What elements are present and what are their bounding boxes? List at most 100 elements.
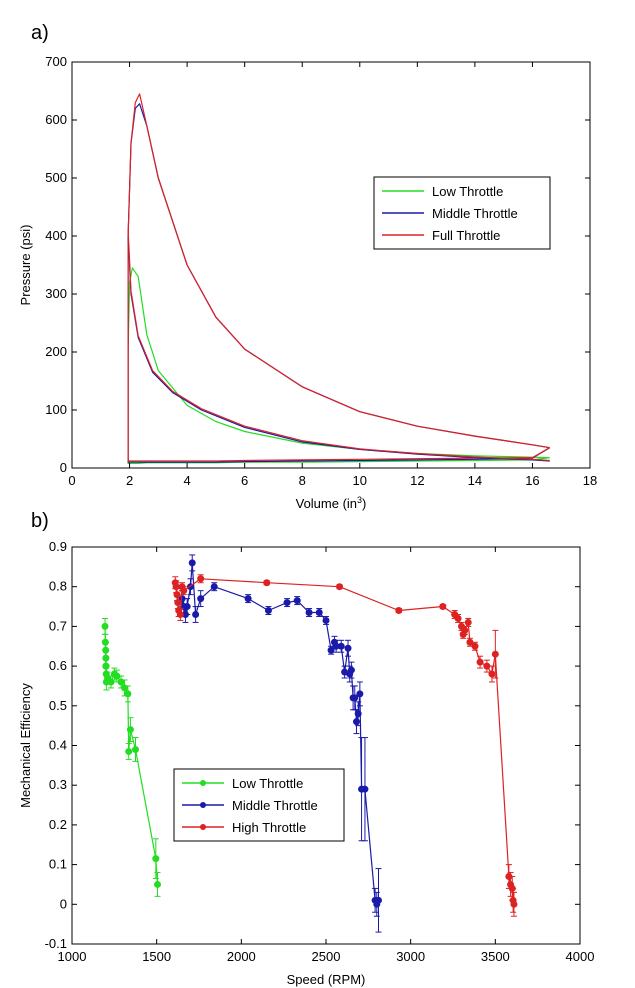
efficiency-data-point-high-throttle xyxy=(180,587,188,595)
efficiency-data-point-low-throttle xyxy=(101,638,109,646)
efficiency-legend: Low Throttle Middle Throttle High Throttle xyxy=(173,768,345,842)
efficiency-data-point-middle-throttle xyxy=(374,896,382,904)
pv-y-tick-label: 700 xyxy=(45,54,67,69)
pv-x-axis-label-sup: 3 xyxy=(357,495,362,505)
pv-x-tick-label: 14 xyxy=(468,473,482,488)
efficiency-data-point-low-throttle xyxy=(113,672,121,680)
pv-x-tick-label: 6 xyxy=(241,473,248,488)
efficiency-data-point-low-throttle xyxy=(154,880,162,888)
efficiency-data-point-middle-throttle xyxy=(361,785,369,793)
efficiency-series-group xyxy=(101,554,518,933)
efficiency-data-point-middle-throttle xyxy=(351,694,359,702)
pv-diagram-chart: 0 2 4 6 8 10 12 14 16 18 0 100 200 300 400 500 600 700 V… xyxy=(18,54,597,511)
efficiency-y-tick-label: -0.1 xyxy=(45,936,67,951)
efficiency-x-tick-label: 2500 xyxy=(312,949,341,964)
efficiency-x-axis-label: Speed (RPM) xyxy=(287,972,366,987)
efficiency-x-ticks: 1000 1500 2000 2500 3000 3500 4000 xyxy=(58,547,595,964)
efficiency-data-point-high-throttle xyxy=(173,591,181,599)
pv-x-tick-label: 16 xyxy=(525,473,539,488)
pv-x-axis-label-close: ) xyxy=(362,496,366,511)
pv-legend-label: Low Throttle xyxy=(432,184,503,199)
pv-y-tick-label: 200 xyxy=(45,344,67,359)
efficiency-data-point-middle-throttle xyxy=(305,609,313,617)
efficiency-data-point-high-throttle xyxy=(464,618,472,626)
efficiency-data-point-high-throttle xyxy=(471,642,479,650)
efficiency-data-point-high-throttle xyxy=(508,884,516,892)
pv-y-tick-label: 300 xyxy=(45,286,67,301)
pv-plot-area xyxy=(71,61,591,469)
efficiency-data-point-high-throttle xyxy=(491,650,499,658)
efficiency-data-point-low-throttle xyxy=(126,726,134,734)
efficiency-data-point-high-throttle xyxy=(483,662,491,670)
pv-series-full-throttle xyxy=(127,93,550,462)
pv-x-axis-label-text: Volume (in xyxy=(296,496,357,511)
efficiency-data-point-high-throttle xyxy=(176,610,184,618)
pv-legend: Low Throttle Middle Throttle Full Throttle xyxy=(373,176,551,250)
efficiency-y-tick-label: 0.5 xyxy=(49,698,67,713)
efficiency-data-point-middle-throttle xyxy=(352,718,360,726)
efficiency-legend-label: High Throttle xyxy=(232,820,306,835)
efficiency-data-point-middle-throttle xyxy=(183,603,191,611)
efficiency-y-tick-label: 0.8 xyxy=(49,579,67,594)
pv-y-tick-label: 100 xyxy=(45,402,67,417)
pv-legend-label: Middle Throttle xyxy=(432,206,518,221)
efficiency-data-point-low-throttle xyxy=(102,654,110,662)
efficiency-data-point-high-throttle xyxy=(510,900,518,908)
efficiency-data-point-high-throttle xyxy=(197,575,205,583)
pv-x-tick-label: 4 xyxy=(183,473,190,488)
efficiency-data-point-middle-throttle xyxy=(337,642,345,650)
efficiency-data-point-middle-throttle xyxy=(327,646,335,654)
efficiency-data-point-middle-throttle xyxy=(354,710,362,718)
pv-y-tick-label: 500 xyxy=(45,170,67,185)
efficiency-plot-area xyxy=(71,546,581,945)
efficiency-data-point-low-throttle xyxy=(102,662,110,670)
efficiency-y-tick-label: 0.2 xyxy=(49,817,67,832)
pv-y-tick-label: 600 xyxy=(45,112,67,127)
efficiency-data-point-middle-throttle xyxy=(315,609,323,617)
efficiency-data-point-middle-throttle xyxy=(347,666,355,674)
pv-x-tick-label: 10 xyxy=(353,473,367,488)
efficiency-data-point-low-throttle xyxy=(132,745,139,753)
efficiency-y-tick-label: 0.3 xyxy=(49,777,67,792)
efficiency-data-point-high-throttle xyxy=(336,583,344,591)
efficiency-data-point-low-throttle xyxy=(152,855,160,863)
efficiency-x-tick-label: 1500 xyxy=(142,949,171,964)
pv-y-ticks: 0 100 200 300 400 500 600 700 xyxy=(45,54,590,475)
pv-x-tick-label: 18 xyxy=(583,473,597,488)
efficiency-x-tick-label: 1000 xyxy=(58,949,87,964)
efficiency-data-point-middle-throttle xyxy=(344,644,352,652)
efficiency-data-point-middle-throttle xyxy=(283,599,291,607)
efficiency-data-point-high-throttle xyxy=(476,658,484,666)
efficiency-y-tick-label: 0.7 xyxy=(49,618,67,633)
efficiency-y-axis-label: Mechanical Efficiency xyxy=(18,683,33,808)
efficiency-data-point-high-throttle xyxy=(395,607,403,615)
efficiency-legend-marker-middle-throttle xyxy=(200,802,206,808)
efficiency-data-point-low-throttle xyxy=(101,622,109,630)
efficiency-data-point-middle-throttle xyxy=(197,595,205,603)
efficiency-data-point-middle-throttle xyxy=(210,583,218,591)
efficiency-data-point-middle-throttle xyxy=(188,559,196,567)
efficiency-data-point-high-throttle xyxy=(488,670,496,678)
efficiency-y-tick-label: 0.9 xyxy=(49,539,67,554)
efficiency-x-tick-label: 3500 xyxy=(481,949,510,964)
efficiency-data-point-high-throttle xyxy=(461,626,469,634)
efficiency-legend-marker-high-throttle xyxy=(200,824,206,830)
pv-y-tick-label: 0 xyxy=(60,460,67,475)
efficiency-chart: 1000 1500 2000 2500 3000 3500 4000 -0.1 0 0.1 0.2… xyxy=(18,539,594,987)
efficiency-y-tick-label: 0.1 xyxy=(49,857,67,872)
efficiency-data-point-low-throttle xyxy=(124,690,132,698)
pv-x-ticks: 0 2 4 6 8 10 12 14 16 18 xyxy=(68,62,597,488)
efficiency-data-point-low-throttle xyxy=(125,747,133,755)
efficiency-data-point-high-throttle xyxy=(439,603,447,611)
pv-series-full-throttle xyxy=(127,230,550,462)
efficiency-y-tick-label: 0.6 xyxy=(49,658,67,673)
efficiency-x-tick-label: 4000 xyxy=(566,949,595,964)
efficiency-data-point-high-throttle xyxy=(505,873,513,881)
pv-y-tick-label: 400 xyxy=(45,228,67,243)
efficiency-data-point-low-throttle xyxy=(117,678,125,686)
efficiency-data-point-high-throttle xyxy=(454,614,462,622)
efficiency-data-point-high-throttle xyxy=(174,599,182,607)
panel-b-label: b) xyxy=(31,510,49,532)
pv-x-axis-label: Volume (in3) xyxy=(296,495,367,511)
